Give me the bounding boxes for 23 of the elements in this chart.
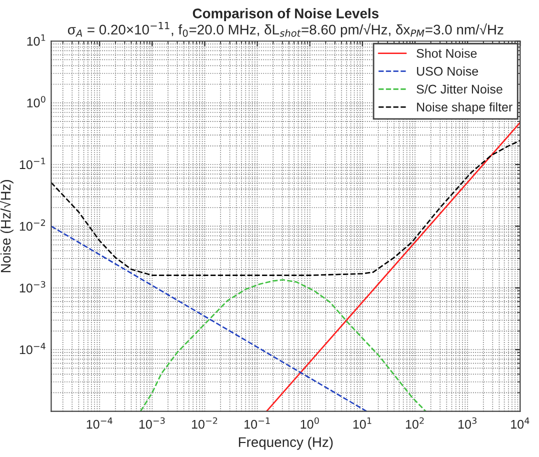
- text: σ$_{A}$ = 0.20×10$^{−11}$, f$_{0}$=20.0 MHz, δL$_{shot}$=8.60 pm/√Hz, δx$_{PM}$=3.0 nm/√Hz: [68, 22, 504, 38]
- x-tick-label: 10$^{2}$: [406, 417, 424, 429]
- legend-label: Shot Noise: [416, 48, 477, 58]
- legend-label: Noise shape filter: [417, 102, 512, 114]
- legend-label: S/C Jitter Noise: [416, 84, 502, 94]
- y-tick-label: 10$^{1}$: [27, 34, 46, 46]
- y-tick-label: 10$^{−1}$: [20, 158, 46, 170]
- x-tick-label: 10$^{3}$: [458, 417, 476, 429]
- y-tick-label: 10$^{−2}$: [20, 219, 46, 231]
- x-tick-label: 10$^{−3}$: [139, 417, 165, 429]
- x-tick-label: 10$^{−1}$: [244, 417, 270, 429]
- x-tick-label: 10$^{4}$: [511, 417, 530, 429]
- y-tick-label: 10$^{−4}$: [20, 342, 46, 354]
- y-tick-label: 10$^{0}$: [27, 96, 46, 108]
- legend-label: USO Noise: [417, 66, 478, 76]
- x-tick-label: 10$^{1}$: [353, 417, 372, 429]
- x-tick-label: 10$^{−4}$: [86, 417, 112, 429]
- x-axis-title: Frequency (Hz): [238, 436, 333, 450]
- x-tick-label: 10$^{0}$: [300, 417, 319, 429]
- chart-title: Comparison of Noise Levels: [192, 8, 378, 22]
- y-axis-title: Noise (Hz/√Hz): [0, 180, 14, 272]
- x-tick-label: 10$^{−2}$: [192, 417, 218, 429]
- y-tick-label: 10$^{−3}$: [20, 281, 46, 292]
